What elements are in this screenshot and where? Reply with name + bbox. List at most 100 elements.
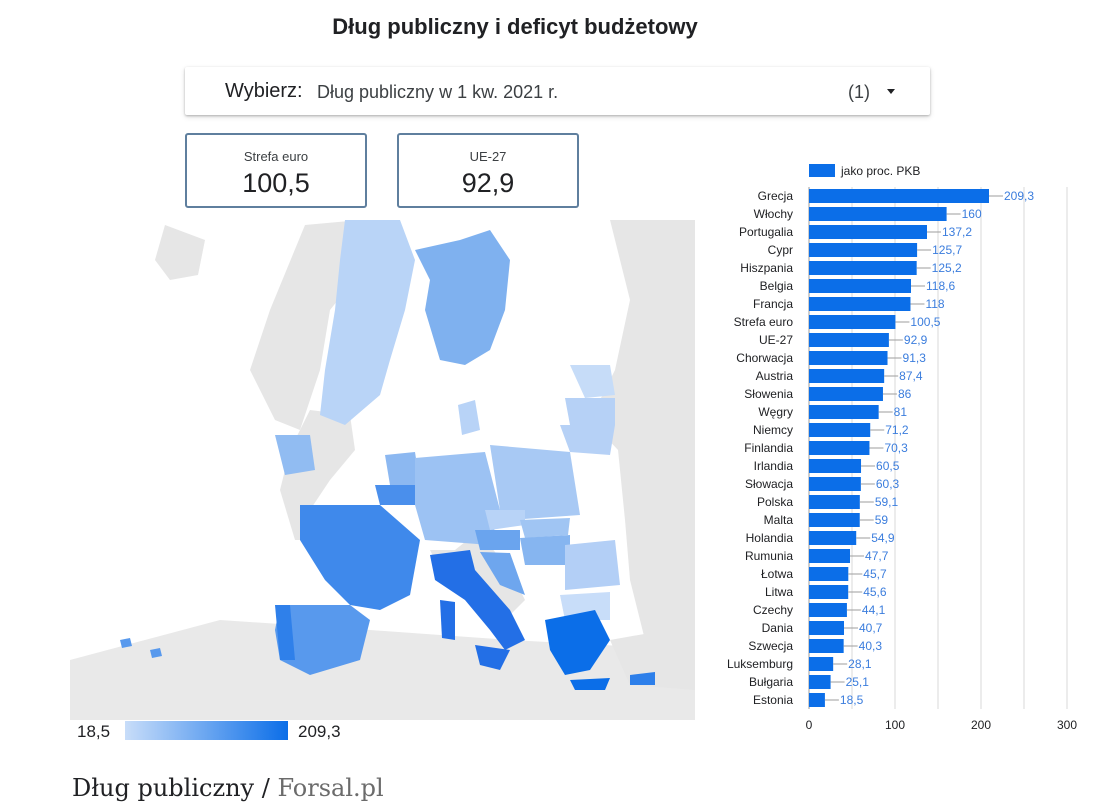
category-label: Bułgaria	[749, 675, 793, 689]
map-scale-min: 18,5	[77, 722, 111, 741]
data-label: 47,7	[865, 549, 889, 563]
data-label: 45,7	[863, 567, 887, 581]
france-shape	[300, 505, 420, 610]
bar	[809, 315, 896, 329]
category-label: Francja	[753, 297, 793, 311]
data-label: 60,3	[876, 477, 900, 491]
bar	[809, 567, 849, 581]
bar	[809, 675, 831, 689]
spain-shape	[275, 605, 370, 675]
kpi-value: 100,5	[242, 168, 310, 198]
category-label: Litwa	[765, 585, 793, 599]
lithuania-shape	[560, 425, 615, 455]
north-africa-shape	[70, 620, 695, 720]
map-color-scale	[125, 721, 288, 740]
legend-label: jako proc. PKB	[840, 164, 920, 178]
category-label: UE-27	[759, 333, 793, 347]
chevron-down-icon[interactable]	[887, 89, 895, 94]
latvia-shape	[565, 398, 615, 425]
bar	[809, 603, 847, 617]
category-label: Portugalia	[739, 225, 793, 239]
category-label: Finlandia	[744, 441, 793, 455]
estonia-shape	[570, 365, 615, 398]
category-label: Estonia	[753, 693, 793, 707]
data-label: 125,7	[932, 243, 962, 257]
data-label: 59	[875, 513, 889, 527]
turkey-shape	[610, 625, 695, 690]
data-label: 28,1	[848, 657, 872, 671]
data-label: 25,1	[846, 675, 870, 689]
bar	[809, 459, 862, 473]
x-tick-label: 0	[806, 718, 813, 732]
data-label: 125,2	[932, 261, 962, 275]
bar	[809, 279, 911, 293]
bar	[809, 369, 885, 383]
category-label: Chorwacja	[736, 351, 793, 365]
bar	[809, 531, 857, 545]
bar	[809, 351, 888, 365]
category-label: Polska	[757, 495, 793, 509]
bar	[809, 441, 870, 455]
category-label: Holandia	[746, 531, 794, 545]
category-label: Hiszpania	[740, 261, 793, 275]
caption-text: Dług publiczny /	[72, 774, 270, 802]
data-label: 70,3	[884, 441, 908, 455]
category-label: Łotwa	[761, 567, 793, 581]
category-label: Dania	[762, 621, 794, 635]
category-label: Słowacja	[745, 477, 793, 491]
x-tick-label: 300	[1057, 718, 1077, 732]
page-title: Dług publiczny i deficyt budżetowy	[332, 14, 698, 39]
kpi-value: 92,9	[461, 168, 515, 198]
sweden-shape	[320, 220, 415, 425]
sicily-shape	[475, 645, 510, 670]
category-label: Szwecja	[748, 639, 793, 653]
east-land-shape	[590, 220, 695, 720]
bar	[809, 549, 851, 563]
bar	[809, 333, 889, 347]
indicator-selector[interactable]: Wybierz: Dług publiczny w 1 kw. 2021 r. …	[185, 67, 930, 115]
sardinia-shape	[440, 600, 455, 640]
bar	[809, 621, 845, 635]
data-label: 40,7	[859, 621, 883, 635]
croatia-shape	[480, 552, 525, 595]
selector-count: (1)	[848, 82, 870, 102]
belgium-shape	[375, 485, 415, 505]
kpi-card-eurozone: Strefa euro 100,5	[185, 133, 367, 208]
bar	[809, 243, 918, 257]
x-tick-label: 200	[971, 718, 991, 732]
europe-choropleth-map[interactable]	[70, 220, 695, 720]
data-label: 86	[898, 387, 912, 401]
category-label: Cypr	[768, 243, 793, 257]
category-label: Czechy	[753, 603, 793, 617]
category-label: Rumunia	[745, 549, 793, 563]
map-scale-max: 209,3	[298, 722, 341, 741]
data-label: 137,2	[942, 225, 972, 239]
bar	[809, 207, 947, 221]
bar	[809, 225, 927, 239]
bar	[809, 657, 834, 671]
kpi-label: UE-27	[469, 149, 507, 164]
debt-bar-chart: jako proc. PKB Grecja 209,3 Włochy 160 Portu…	[727, 164, 1077, 732]
bar	[809, 423, 871, 437]
selector-label: Wybierz:	[225, 80, 303, 102]
data-label: 87,4	[899, 369, 923, 383]
iceland-shape	[155, 225, 205, 280]
czechia-shape	[485, 510, 525, 530]
caption-source-link[interactable]: Forsal.pl	[277, 774, 384, 802]
data-label: 60,5	[876, 459, 900, 473]
bar	[809, 585, 849, 599]
data-label: 160	[962, 207, 982, 221]
netherlands-shape	[385, 452, 420, 485]
data-label: 59,1	[875, 495, 899, 509]
category-label: Węgry	[758, 405, 793, 419]
cyprus-shape	[630, 672, 655, 685]
category-label: Belgia	[760, 279, 794, 293]
data-label: 40,3	[859, 639, 883, 653]
kpi-label: Strefa euro	[243, 149, 309, 164]
finland-shape	[415, 230, 510, 365]
bar	[809, 693, 825, 707]
kpi-card-eu27: UE-27 92,9	[397, 133, 579, 208]
data-label: 18,5	[840, 693, 864, 707]
bar	[809, 387, 883, 401]
category-label: Luksemburg	[727, 657, 793, 671]
